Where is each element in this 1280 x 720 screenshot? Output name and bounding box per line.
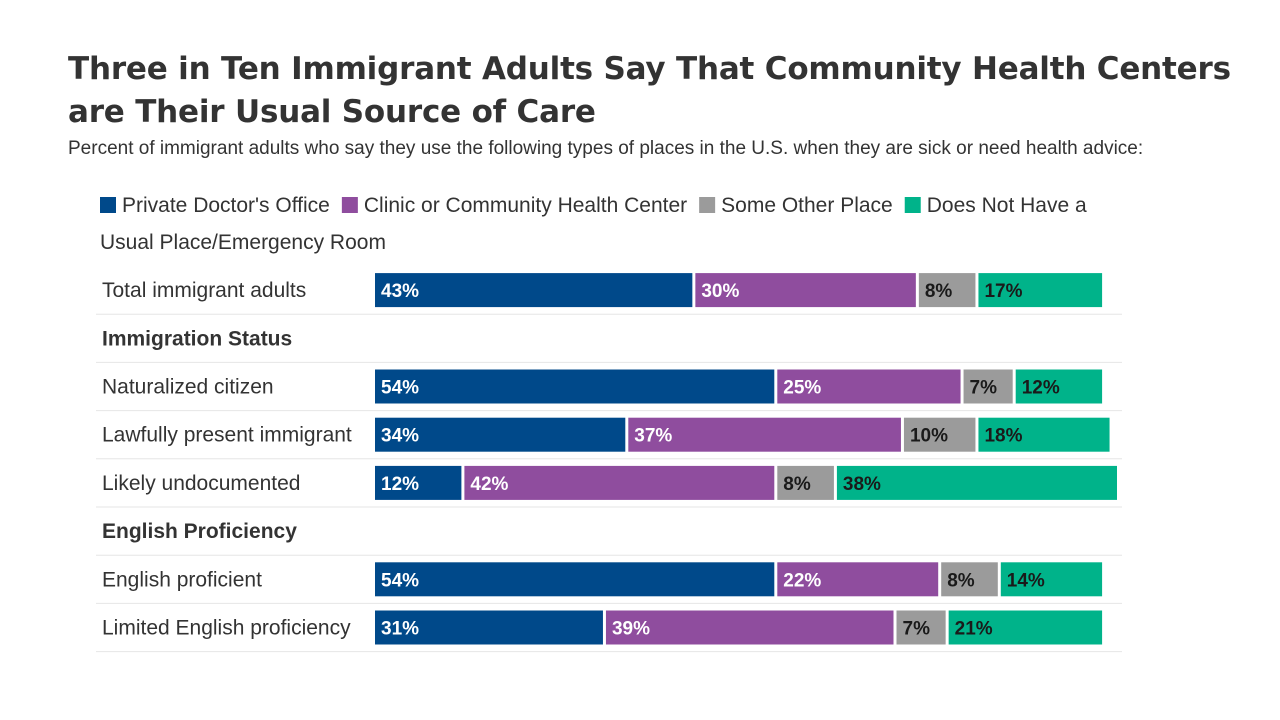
data-label-english-proficient-private-doctor-s-office: 54%	[381, 570, 419, 591]
legend: Private Doctor's Office Clinic or Communi…	[100, 194, 1087, 254]
data-label-english-proficient-some-other-place: 8%	[947, 570, 975, 591]
bar-naturalized-citizen-private-doctor-s-office	[375, 369, 775, 404]
group-header-immigration-status: Immigration Status	[102, 327, 292, 350]
bar-likely-undocumented-some-other-place	[777, 465, 834, 500]
legend-label-private-doctor-s-office: Private Doctor's Office	[122, 194, 330, 217]
bar-english-proficient-does-not-have-a-usual-place-emergency-room	[1000, 562, 1103, 597]
bar-lawfully-present-immigrant-does-not-have-a-usual-place-emergency-room	[978, 417, 1110, 452]
bar-english-proficient-clinic-or-community-health-center	[777, 562, 939, 597]
data-label-likely-undocumented-some-other-place: 8%	[783, 474, 811, 495]
legend-swatch-private-doctor-s-office	[100, 197, 116, 213]
bar-limited-english-proficiency-private-doctor-s-office	[375, 610, 603, 645]
bar-english-proficient-some-other-place	[941, 562, 998, 597]
data-label-english-proficient-does-not-have-a-usual-place-emergency-room: 14%	[1007, 570, 1045, 591]
bar-limited-english-proficiency-clinic-or-community-health-center	[605, 610, 894, 645]
data-label-naturalized-citizen-clinic-or-community-health-center: 25%	[783, 378, 821, 399]
bar-english-proficient-private-doctor-s-office	[375, 562, 775, 597]
bar-total-immigrant-adults-private-doctor-s-office	[375, 273, 693, 308]
data-label-lawfully-present-immigrant-does-not-have-a-usual-place-emergency-room: 18%	[984, 426, 1022, 447]
row-label-lawfully-present-immigrant: Lawfully present immigrant	[102, 424, 352, 447]
group-header-english-proficiency: English Proficiency	[102, 520, 297, 543]
row-label-naturalized-citizen: Naturalized citizen	[102, 376, 274, 399]
bar-likely-undocumented-does-not-have-a-usual-place-emergency-room	[836, 465, 1117, 500]
row-label-likely-undocumented: Likely undocumented	[102, 472, 300, 495]
data-label-naturalized-citizen-does-not-have-a-usual-place-emergency-room: 12%	[1022, 378, 1060, 399]
bar-total-immigrant-adults-some-other-place	[918, 273, 976, 308]
bar-naturalized-citizen-some-other-place	[963, 369, 1013, 404]
data-label-english-proficient-clinic-or-community-health-center: 22%	[783, 570, 821, 591]
bar-lawfully-present-immigrant-private-doctor-s-office	[375, 417, 626, 452]
legend-label-does-not-have-a-usual-place-emergency-room: Does Not Have a Usual Place/Emergency Roo…	[100, 194, 1087, 254]
data-label-total-immigrant-adults-does-not-have-a-usual-place-emergency-room: 17%	[984, 281, 1022, 302]
data-label-lawfully-present-immigrant-some-other-place: 10%	[910, 426, 948, 447]
data-label-total-immigrant-adults-private-doctor-s-office: 43%	[381, 281, 419, 302]
legend-swatch-does-not-have-a-usual-place-emergency-room	[904, 197, 921, 213]
bar-total-immigrant-adults-does-not-have-a-usual-place-emergency-room	[978, 273, 1103, 308]
data-label-limited-english-proficiency-private-doctor-s-office: 31%	[381, 619, 419, 640]
bar-lawfully-present-immigrant-clinic-or-community-health-center	[628, 417, 901, 452]
bar-lawfully-present-immigrant-some-other-place	[903, 417, 976, 452]
row-label-english-proficient: English proficient	[102, 568, 262, 591]
data-label-limited-english-proficiency-does-not-have-a-usual-place-emergency-room: 21%	[955, 619, 993, 640]
chart-title: Three in Ten Immigrant Adults Say That C…	[68, 51, 1231, 130]
legend-label-some-other-place: Some Other Place	[721, 194, 893, 217]
legend-swatch-clinic-or-community-health-center	[341, 197, 358, 213]
data-label-naturalized-citizen-some-other-place: 7%	[970, 378, 998, 399]
legend-swatch-some-other-place	[699, 197, 716, 213]
data-label-limited-english-proficiency-clinic-or-community-health-center: 39%	[612, 619, 650, 640]
bar-limited-english-proficiency-does-not-have-a-usual-place-emergency-room	[948, 610, 1103, 645]
row-label-limited-english-proficiency: Limited English proficiency	[102, 617, 351, 640]
bar-naturalized-citizen-does-not-have-a-usual-place-emergency-room	[1015, 369, 1103, 404]
bar-naturalized-citizen-clinic-or-community-health-center	[777, 369, 961, 404]
bar-limited-english-proficiency-some-other-place	[896, 610, 946, 645]
legend-label-clinic-or-community-health-center: Clinic or Community Health Center	[364, 194, 687, 217]
data-label-naturalized-citizen-private-doctor-s-office: 54%	[381, 378, 419, 399]
data-label-likely-undocumented-does-not-have-a-usual-place-emergency-room: 38%	[843, 474, 881, 495]
data-label-lawfully-present-immigrant-clinic-or-community-health-center: 37%	[634, 426, 672, 447]
chart-subtitle: Percent of immigrant adults who say they…	[68, 138, 1144, 159]
data-label-lawfully-present-immigrant-private-doctor-s-office: 34%	[381, 426, 419, 447]
bar-likely-undocumented-private-doctor-s-office	[375, 465, 462, 500]
bar-likely-undocumented-clinic-or-community-health-center	[464, 465, 775, 500]
data-label-total-immigrant-adults-clinic-or-community-health-center: 30%	[701, 281, 739, 302]
data-label-limited-english-proficiency-some-other-place: 7%	[903, 619, 931, 640]
data-label-total-immigrant-adults-some-other-place: 8%	[925, 281, 953, 302]
data-label-likely-undocumented-private-doctor-s-office: 12%	[381, 474, 419, 495]
bar-total-immigrant-adults-clinic-or-community-health-center	[695, 273, 916, 308]
data-label-likely-undocumented-clinic-or-community-health-center: 42%	[470, 474, 508, 495]
row-label-total-immigrant-adults: Total immigrant adults	[102, 279, 306, 302]
